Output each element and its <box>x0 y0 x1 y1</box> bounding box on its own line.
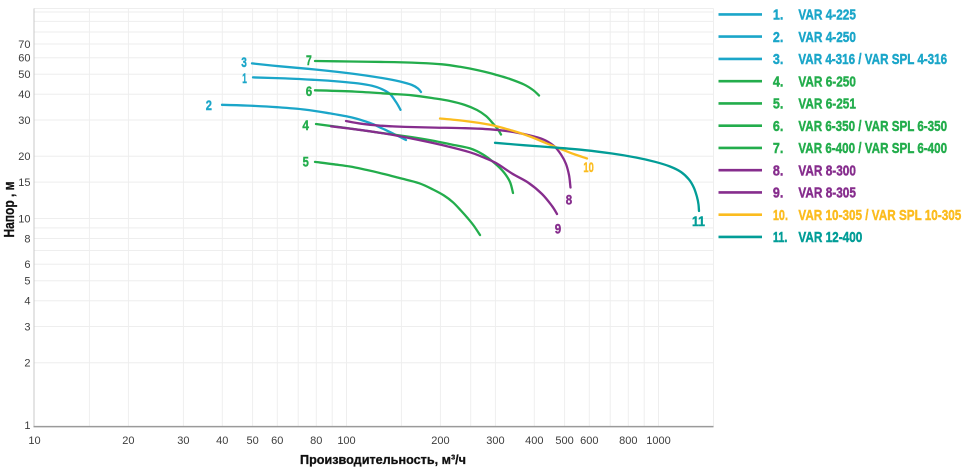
svg-text:4: 4 <box>302 117 309 133</box>
svg-text:60: 60 <box>271 435 283 447</box>
svg-text:VAR 6-251: VAR 6-251 <box>798 96 856 113</box>
svg-text:40: 40 <box>18 89 30 101</box>
svg-text:6: 6 <box>306 83 313 99</box>
svg-text:4.: 4. <box>773 74 784 91</box>
svg-text:1: 1 <box>24 420 30 432</box>
svg-text:6.: 6. <box>773 118 784 135</box>
svg-text:3.: 3. <box>773 51 784 68</box>
svg-text:5: 5 <box>24 276 30 288</box>
svg-text:Производительность, м³/ч: Производительность, м³/ч <box>300 452 466 467</box>
svg-text:11.: 11. <box>773 229 788 246</box>
svg-text:15: 15 <box>18 177 30 189</box>
svg-text:20: 20 <box>18 151 30 163</box>
svg-text:10: 10 <box>18 213 30 225</box>
svg-text:6: 6 <box>24 259 30 271</box>
svg-text:30: 30 <box>177 435 189 447</box>
svg-text:Напор , м: Напор , м <box>1 182 18 238</box>
svg-text:2: 2 <box>206 97 212 113</box>
svg-text:100: 100 <box>337 435 355 447</box>
svg-text:800: 800 <box>619 435 637 447</box>
svg-text:2.: 2. <box>773 29 784 46</box>
svg-text:40: 40 <box>216 435 228 447</box>
svg-text:50: 50 <box>246 435 258 447</box>
svg-text:600: 600 <box>580 435 598 447</box>
svg-text:60: 60 <box>18 53 30 65</box>
svg-text:9: 9 <box>555 221 562 237</box>
svg-text:5: 5 <box>303 154 309 170</box>
svg-text:7.: 7. <box>773 140 784 157</box>
svg-text:VAR 8-300: VAR 8-300 <box>798 163 856 180</box>
svg-text:30: 30 <box>18 115 30 127</box>
svg-text:200: 200 <box>431 435 449 447</box>
svg-text:10.: 10. <box>773 207 788 224</box>
svg-text:1000: 1000 <box>646 435 670 447</box>
svg-text:8.: 8. <box>773 163 784 180</box>
svg-text:11: 11 <box>692 213 705 229</box>
svg-text:VAR 4-225: VAR 4-225 <box>798 7 856 24</box>
svg-text:70: 70 <box>18 39 30 51</box>
svg-text:500: 500 <box>555 435 573 447</box>
svg-text:5.: 5. <box>773 96 784 113</box>
svg-text:3: 3 <box>241 54 247 70</box>
svg-text:1: 1 <box>242 70 247 86</box>
svg-text:VAR 6-250: VAR 6-250 <box>798 74 856 91</box>
svg-text:8: 8 <box>24 233 30 245</box>
svg-text:20: 20 <box>122 435 134 447</box>
svg-text:80: 80 <box>310 435 322 447</box>
svg-text:300: 300 <box>486 435 504 447</box>
svg-text:VAR 4-316 / VAR SPL 4-316: VAR 4-316 / VAR SPL 4-316 <box>798 51 947 68</box>
svg-text:3: 3 <box>24 321 30 333</box>
svg-text:VAR 6-350 / VAR SPL 6-350: VAR 6-350 / VAR SPL 6-350 <box>798 118 947 135</box>
svg-text:9.: 9. <box>773 185 784 202</box>
svg-text:10: 10 <box>583 159 594 175</box>
svg-text:2: 2 <box>24 358 30 370</box>
svg-text:50: 50 <box>18 69 30 81</box>
svg-text:4: 4 <box>24 296 30 308</box>
svg-text:8: 8 <box>566 192 573 208</box>
svg-text:VAR 8-305: VAR 8-305 <box>798 185 856 202</box>
svg-text:1.: 1. <box>773 7 784 24</box>
svg-text:VAR 6-400 / VAR SPL 6-400: VAR 6-400 / VAR SPL 6-400 <box>798 140 947 157</box>
svg-text:10: 10 <box>28 435 40 447</box>
svg-text:VAR 10-305 / VAR SPL 10-305: VAR 10-305 / VAR SPL 10-305 <box>798 207 961 224</box>
svg-text:VAR 4-250: VAR 4-250 <box>798 29 856 46</box>
svg-text:400: 400 <box>525 435 543 447</box>
svg-text:7: 7 <box>306 52 312 68</box>
svg-text:VAR 12-400: VAR 12-400 <box>798 229 862 246</box>
